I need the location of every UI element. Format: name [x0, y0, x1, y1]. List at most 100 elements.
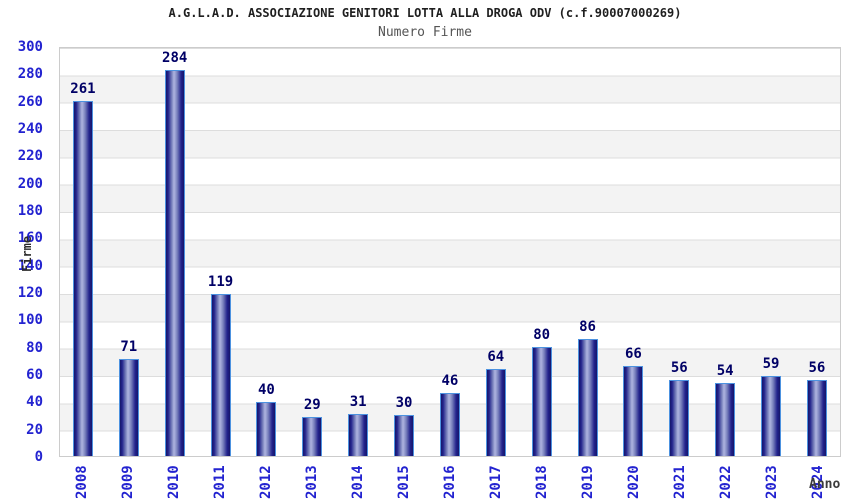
x-label-slot: 2018: [519, 459, 565, 500]
bar-slot: 56: [656, 48, 702, 456]
bar-value-label: 71: [120, 339, 138, 356]
x-tick-label: 2014: [350, 465, 366, 499]
x-axis-title: Anno: [809, 477, 841, 492]
bar-value-label: 40: [258, 381, 275, 398]
bar-slot: 31: [335, 48, 381, 456]
bar-value-label: 30: [395, 395, 413, 412]
bar: [623, 366, 644, 456]
x-tick-label: 2009: [120, 465, 136, 499]
bar-value-label: 119: [207, 274, 234, 291]
x-tick-label: 2018: [534, 465, 550, 499]
x-tick-label: 2015: [396, 465, 412, 499]
plot-area: 261 71 284 119 40 29 31 30 46 64 80 86 66 56 54 59 56: [59, 47, 841, 457]
x-tick-label: 2017: [488, 465, 504, 499]
bar: [761, 375, 782, 456]
y-tick-label: 180: [17, 203, 43, 219]
x-tick-label: 2008: [74, 465, 90, 499]
bar-slot: 64: [473, 48, 519, 456]
x-tick-label: 2021: [672, 465, 688, 499]
bar-value-label: 54: [716, 362, 734, 379]
x-tick-label: 2016: [442, 465, 458, 499]
bar: [806, 379, 827, 456]
y-axis-title: Firme: [20, 235, 34, 272]
x-tick-label: 2011: [212, 465, 228, 499]
bar-slot: 71: [106, 48, 152, 456]
y-tick-label: 40: [26, 394, 43, 411]
bar: [72, 101, 93, 456]
bar-value-label: 64: [487, 348, 505, 365]
bar: [439, 393, 460, 456]
bar-slot: 54: [702, 48, 748, 456]
bar-slot: 86: [565, 48, 611, 456]
bar-value-label: 66: [625, 346, 642, 363]
bar: [394, 415, 415, 456]
bar-slot: 261: [60, 48, 106, 456]
bar-slot: 80: [519, 48, 565, 456]
y-tick-label: 80: [26, 339, 43, 356]
x-label-slot: 2009: [105, 459, 151, 500]
bar: [256, 401, 277, 456]
bar: [485, 368, 506, 456]
x-label-slot: 2013: [289, 459, 335, 500]
bar: [210, 294, 231, 456]
y-tick-label: 280: [17, 66, 43, 83]
bar: [164, 69, 185, 456]
x-label-slot: 2020: [611, 459, 657, 500]
bar: [302, 416, 323, 456]
bar: [669, 379, 690, 456]
y-tick-label: 220: [17, 148, 43, 165]
y-tick-label: 120: [17, 285, 43, 301]
y-tick-label: 300: [17, 39, 43, 55]
chart-subtitle: Numero Firme: [378, 25, 472, 40]
x-label-slot: 2015: [381, 459, 427, 500]
x-tick-label: 2022: [718, 465, 734, 499]
y-tick-label: 140: [17, 257, 43, 274]
bar-slot: 40: [244, 48, 290, 456]
x-tick-label: 2019: [580, 465, 596, 499]
bar-value-label: 29: [303, 396, 321, 413]
bar-slot: 29: [289, 48, 335, 456]
bar-value-label: 80: [533, 327, 551, 344]
bar: [531, 347, 552, 456]
y-tick-label: 100: [17, 312, 43, 329]
bar: [577, 339, 598, 456]
bar-slot: 66: [611, 48, 657, 456]
x-tick-label: 2012: [258, 465, 274, 499]
y-axis-ticks: 0 20 40 60 80 100 120 140 160 180 200 220 240 260 280 3…: [0, 0, 52, 500]
bar-value-label: 56: [808, 359, 826, 376]
y-tick-label: 60: [26, 367, 43, 383]
x-axis-labels: 2008 2009 2010 2011 2012 2013 2014 2015 2016 2017…: [59, 459, 841, 500]
x-label-slot: 2010: [151, 459, 197, 500]
bar-slot: 59: [748, 48, 794, 456]
bar: [118, 359, 139, 456]
y-tick-label: 0: [34, 449, 43, 465]
bar-slot: 56: [794, 48, 840, 456]
bar-value-label: 46: [441, 373, 459, 390]
bar-slot: 46: [427, 48, 473, 456]
x-label-slot: 2017: [473, 459, 519, 500]
chart-title: A.G.L.A.D. ASSOCIAZIONE GENITORI LOTTA A…: [168, 6, 682, 20]
x-tick-label: 2010: [166, 465, 182, 499]
y-tick-label: 260: [17, 93, 43, 110]
y-tick-label: 20: [26, 421, 43, 438]
x-label-slot: 2019: [565, 459, 611, 500]
bar-slot: 30: [381, 48, 427, 456]
x-label-slot: 2023: [749, 459, 795, 500]
x-label-slot: 2022: [703, 459, 749, 500]
x-tick-label: 2020: [626, 465, 642, 499]
bar-value-label: 284: [162, 49, 188, 66]
bar-value-label: 31: [349, 393, 367, 410]
x-label-slot: 2014: [335, 459, 381, 500]
bar-value-label: 56: [670, 359, 688, 376]
bar-slot: 284: [152, 48, 198, 456]
x-tick-label: 2013: [304, 465, 320, 499]
bar-value-label: 261: [70, 81, 96, 98]
bar: [715, 382, 736, 456]
x-label-slot: 2011: [197, 459, 243, 500]
bar-value-label: 86: [579, 319, 596, 336]
x-label-slot: 2012: [243, 459, 289, 500]
bar: [348, 413, 369, 456]
y-tick-label: 200: [17, 175, 43, 192]
x-label-slot: 2008: [59, 459, 105, 500]
y-tick-label: 160: [17, 230, 43, 247]
